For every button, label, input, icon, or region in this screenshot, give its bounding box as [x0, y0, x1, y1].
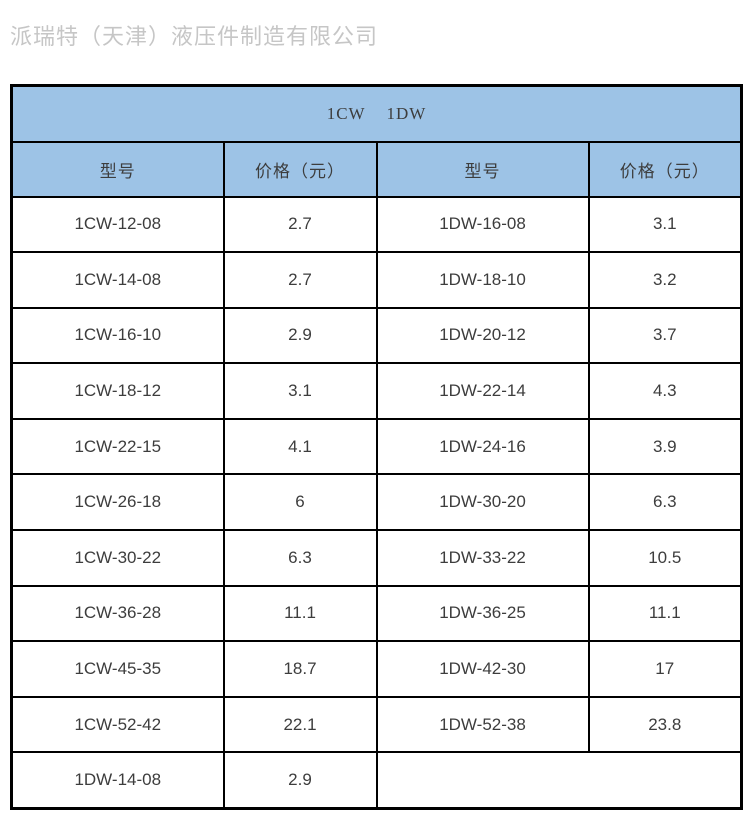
price-cell: 2.7: [222, 251, 378, 309]
price-cell: 10.5: [587, 529, 743, 587]
column-header-model-left: 型号: [10, 140, 225, 198]
price-cell: 23.8: [587, 695, 743, 754]
price-cell: 3.9: [587, 417, 743, 476]
table-title: 1CW 1DW: [10, 84, 743, 143]
price-cell: 6: [222, 473, 378, 532]
model-cell: 1CW-16-10: [10, 306, 225, 365]
model-cell: 1DW-36-25: [375, 584, 590, 643]
model-cell: 1DW-52-38: [375, 695, 590, 754]
price-cell: 22.1: [222, 695, 378, 754]
price-table: 1CW 1DW 型号 价格（元） 型号 价格（元） 1CW-12-08 2.7 1D…: [10, 84, 744, 810]
price-cell: 3.1: [222, 362, 378, 420]
model-cell: 1CW-26-18: [10, 473, 225, 532]
company-name: 派瑞特（天津）液压件制造有限公司: [10, 24, 379, 49]
model-cell: 1CW-36-28: [10, 584, 225, 643]
table-row: 1DW-14-08 2.9: [10, 751, 743, 810]
model-cell: 1DW-16-08: [375, 195, 590, 254]
price-cell: 2.9: [222, 751, 378, 810]
table-row: 1CW-45-35 18.7 1DW-42-30 17: [10, 640, 743, 698]
table-header-row: 型号 价格（元） 型号 价格（元）: [10, 140, 743, 198]
empty-cell: [375, 751, 743, 810]
price-cell: 11.1: [587, 584, 743, 643]
price-cell: 6.3: [587, 473, 743, 532]
model-cell: 1DW-30-20: [375, 473, 590, 532]
table-body: 1CW-12-08 2.7 1DW-16-08 3.1 1CW-14-08 2.7 1DW-…: [10, 195, 743, 810]
model-cell: 1CW-18-12: [10, 362, 225, 420]
column-header-price-right: 价格（元）: [587, 140, 743, 198]
price-cell: 3.1: [587, 195, 743, 254]
model-cell: 1DW-24-16: [375, 417, 590, 476]
price-cell: 17: [587, 640, 743, 698]
table-row: 1CW-26-18 6 1DW-30-20 6.3: [10, 473, 743, 532]
price-cell: 2.7: [222, 195, 378, 254]
price-cell: 4.3: [587, 362, 743, 420]
model-cell: 1CW-52-42: [10, 695, 225, 754]
table-row: 1CW-14-08 2.7 1DW-18-10 3.2: [10, 251, 743, 309]
model-cell: 1CW-30-22: [10, 529, 225, 587]
column-header-price-left: 价格（元）: [222, 140, 378, 198]
model-cell: 1DW-33-22: [375, 529, 590, 587]
model-cell: 1CW-45-35: [10, 640, 225, 698]
model-cell: 1DW-22-14: [375, 362, 590, 420]
table-row: 1CW-12-08 2.7 1DW-16-08 3.1: [10, 195, 743, 254]
column-header-model-right: 型号: [375, 140, 590, 198]
price-cell: 11.1: [222, 584, 378, 643]
model-cell: 1CW-22-15: [10, 417, 225, 476]
model-cell: 1DW-20-12: [375, 306, 590, 365]
table-row: 1CW-18-12 3.1 1DW-22-14 4.3: [10, 362, 743, 420]
model-cell: 1CW-14-08: [10, 251, 225, 309]
table-title-row: 1CW 1DW: [10, 84, 743, 143]
table-row: 1CW-22-15 4.1 1DW-24-16 3.9: [10, 417, 743, 476]
table-row: 1CW-16-10 2.9 1DW-20-12 3.7: [10, 306, 743, 365]
price-cell: 18.7: [222, 640, 378, 698]
price-cell: 3.7: [587, 306, 743, 365]
table-row: 1CW-36-28 11.1 1DW-36-25 11.1: [10, 584, 743, 643]
table-row: 1CW-52-42 22.1 1DW-52-38 23.8: [10, 695, 743, 754]
price-cell: 4.1: [222, 417, 378, 476]
table-row: 1CW-30-22 6.3 1DW-33-22 10.5: [10, 529, 743, 587]
model-cell: 1DW-18-10: [375, 251, 590, 309]
model-cell: 1DW-42-30: [375, 640, 590, 698]
price-cell: 6.3: [222, 529, 378, 587]
price-cell: 3.2: [587, 251, 743, 309]
model-cell: 1CW-12-08: [10, 195, 225, 254]
model-cell: 1DW-14-08: [10, 751, 225, 810]
price-cell: 2.9: [222, 306, 378, 365]
